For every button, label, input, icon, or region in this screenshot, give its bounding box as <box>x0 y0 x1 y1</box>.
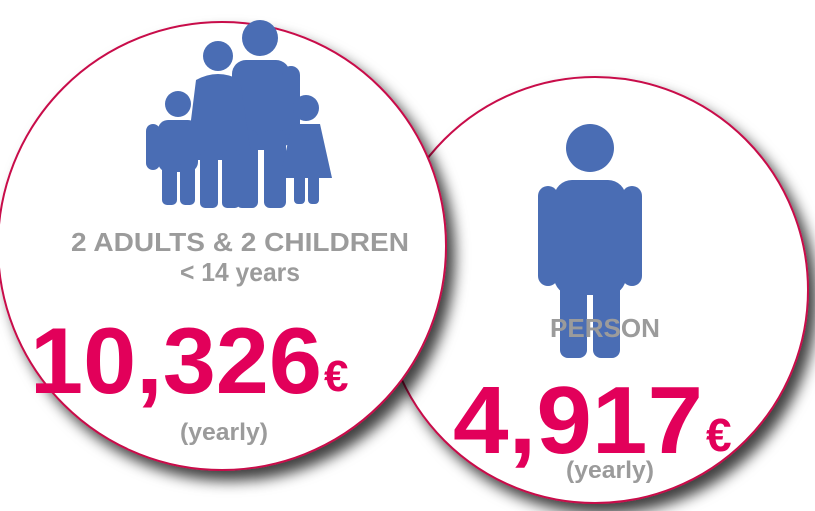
person-card: PERSON 4,917 € (yearly) <box>381 76 809 504</box>
card-amount: 10,326 <box>30 308 322 413</box>
card-label: 2 ADULTS & 2 CHILDREN <box>71 227 409 257</box>
card-amount: 4,917 <box>453 367 703 474</box>
card-currency: € <box>706 409 732 461</box>
family-icon <box>146 20 332 208</box>
card-label: PERSON <box>550 313 660 343</box>
card-circle <box>0 21 447 471</box>
family-card: 2 ADULTS & 2 CHILDREN < 14 years 10,326 … <box>0 20 447 471</box>
person-icon <box>538 124 642 358</box>
card-currency: € <box>324 352 348 401</box>
card-period: (yearly) <box>566 457 654 484</box>
card-sublabel: < 14 years <box>180 257 300 287</box>
card-period: (yearly) <box>180 419 268 446</box>
